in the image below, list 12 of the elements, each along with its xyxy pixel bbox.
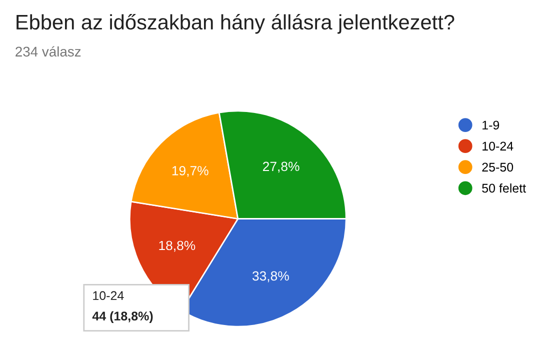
chart-title: Ebben az időszakban hány állásra jelentkezett? [16, 14, 454, 34]
text: 44 (18,8%) [92, 311, 153, 323]
data-label: 19,7% [172, 166, 208, 177]
legend-label: 50 felett [482, 183, 526, 193]
chart-subtitle: 234 válasz [16, 46, 81, 57]
data-label: 27,8% [263, 162, 300, 173]
data-label: 18,8% [159, 240, 196, 252]
legend-label: 10-24 [482, 142, 514, 151]
legend-label: 1-9 [482, 120, 500, 130]
data-label: 33,8% [252, 271, 289, 282]
text: 10-24 [93, 291, 124, 300]
legend-label: 25-50 [482, 162, 514, 172]
